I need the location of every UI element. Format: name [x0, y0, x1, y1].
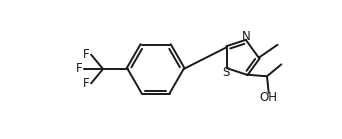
- Text: S: S: [223, 66, 230, 79]
- Text: OH: OH: [260, 91, 278, 104]
- Text: N: N: [242, 30, 251, 43]
- Text: F: F: [76, 63, 83, 75]
- Text: F: F: [83, 77, 90, 90]
- Text: F: F: [83, 48, 90, 61]
